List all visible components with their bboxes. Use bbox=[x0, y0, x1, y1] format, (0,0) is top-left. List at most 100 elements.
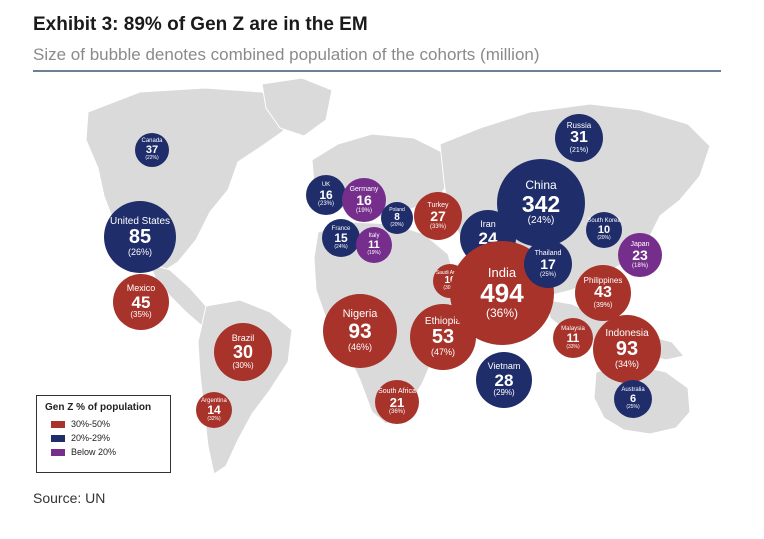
country-name: Brazil bbox=[231, 332, 255, 343]
country-value: 6 bbox=[629, 392, 637, 405]
country-name: Turkey bbox=[427, 201, 449, 209]
country-percent: (25%) bbox=[626, 404, 640, 411]
bubble-turkey: Turkey 27 (33%) bbox=[414, 192, 462, 240]
country-percent: (33%) bbox=[429, 223, 446, 230]
country-name: Germany bbox=[349, 185, 379, 193]
country-value: 21 bbox=[389, 394, 405, 410]
country-percent: (22%) bbox=[145, 155, 159, 162]
country-value: 16 bbox=[319, 187, 333, 202]
legend-item: 20%-29% bbox=[45, 433, 162, 443]
bubble-thailand: Thailand 17 (25%) bbox=[524, 240, 572, 288]
bubble-australia: Australia 6 (25%) bbox=[614, 380, 652, 418]
country-value: 11 bbox=[566, 331, 580, 346]
country-name: Mexico bbox=[126, 283, 156, 294]
bubble-ethiopia: Ethiopia 53 (47%) bbox=[410, 304, 476, 370]
country-value: 10 bbox=[597, 223, 611, 236]
country-percent: (20%) bbox=[390, 222, 404, 229]
legend-label: 20%-29% bbox=[71, 433, 111, 443]
legend-item: 30%-50% bbox=[45, 419, 162, 429]
country-name: Indonesia bbox=[605, 327, 649, 339]
country-percent: (20%) bbox=[597, 235, 611, 242]
country-percent: (47%) bbox=[430, 347, 455, 358]
bubble-china: China 342 (24%) bbox=[497, 159, 585, 247]
legend: Gen Z % of population 30%-50% 20%-29% Be… bbox=[36, 395, 171, 473]
country-value: 23 bbox=[632, 247, 648, 264]
country-name: Philippines bbox=[583, 275, 623, 285]
country-value: 14 bbox=[207, 403, 221, 418]
greenland-landmass bbox=[261, 77, 333, 137]
country-percent: (19%) bbox=[367, 250, 381, 257]
bubble-uk: UK 16 (23%) bbox=[306, 175, 346, 215]
legend-swatch-mid bbox=[51, 434, 65, 442]
country-name: Argentina bbox=[201, 397, 227, 404]
country-percent: (19%) bbox=[355, 207, 372, 214]
country-name: Iran bbox=[480, 219, 496, 230]
country-value: 15 bbox=[334, 231, 348, 246]
country-value: 53 bbox=[431, 326, 455, 349]
country-value: 16 bbox=[356, 192, 372, 209]
bubble-indonesia: Indonesia 93 (34%) bbox=[593, 315, 661, 383]
country-name: Canada bbox=[141, 138, 163, 145]
bubble-south-africa: South Africa 21 (36%) bbox=[375, 380, 419, 424]
country-name: Nigeria bbox=[342, 308, 378, 321]
bubble-philippines: Philippines 43 (39%) bbox=[575, 265, 631, 321]
bubble-japan: Japan 23 (18%) bbox=[618, 233, 662, 277]
country-percent: (21%) bbox=[569, 146, 589, 154]
country-percent: (32%) bbox=[207, 415, 221, 422]
country-value: 93 bbox=[615, 338, 639, 361]
country-value: 37 bbox=[145, 143, 159, 156]
legend-label: Below 20% bbox=[71, 447, 117, 457]
country-name: India bbox=[487, 265, 517, 281]
bubble-germany: Germany 16 (19%) bbox=[342, 178, 386, 222]
legend-item: Below 20% bbox=[45, 447, 162, 457]
bubble-mexico: Mexico 45 (35%) bbox=[113, 274, 169, 330]
title-divider bbox=[33, 70, 721, 72]
bubble-malaysia: Malaysia 11 (33%) bbox=[553, 318, 593, 358]
country-percent: (36%) bbox=[388, 409, 405, 416]
country-percent: (23%) bbox=[317, 201, 334, 208]
legend-swatch-low bbox=[51, 448, 65, 456]
country-percent: (24%) bbox=[527, 215, 555, 227]
country-percent: (33%) bbox=[566, 343, 580, 350]
country-percent: (29%) bbox=[493, 388, 515, 398]
source-note: Source: UN bbox=[33, 490, 106, 506]
country-percent: (36%) bbox=[485, 306, 518, 321]
bubble-south-korea: South Korea 10 (20%) bbox=[586, 212, 622, 248]
legend-swatch-high bbox=[51, 420, 65, 428]
country-name: Italy bbox=[368, 233, 380, 240]
country-name: UK bbox=[321, 182, 331, 189]
country-name: Thailand bbox=[534, 249, 562, 257]
legend-label: 30%-50% bbox=[71, 419, 111, 429]
legend-title: Gen Z % of population bbox=[45, 402, 152, 413]
country-value: 30 bbox=[232, 342, 254, 363]
bubble-nigeria: Nigeria 93 (46%) bbox=[323, 294, 397, 368]
country-name: Australia bbox=[621, 387, 645, 394]
country-percent: (30%) bbox=[232, 360, 254, 370]
country-percent: (46%) bbox=[347, 342, 372, 353]
bubble-canada: Canada 37 (22%) bbox=[135, 133, 169, 167]
country-value: 494 bbox=[480, 277, 524, 308]
country-percent: (39%) bbox=[593, 301, 613, 309]
bubble-brazil: Brazil 30 (30%) bbox=[214, 323, 272, 381]
country-value: 93 bbox=[348, 320, 372, 344]
bubble-italy: Italy 11 (19%) bbox=[356, 227, 392, 263]
country-value: 85 bbox=[128, 226, 152, 249]
country-percent: (35%) bbox=[130, 310, 152, 320]
country-value: 8 bbox=[394, 211, 400, 223]
country-name: Russia bbox=[566, 120, 592, 130]
country-name: Japan bbox=[630, 240, 650, 248]
country-percent: (24%) bbox=[334, 243, 348, 250]
country-value: 31 bbox=[570, 129, 588, 147]
country-value: 342 bbox=[521, 190, 561, 217]
country-percent: (26%) bbox=[127, 247, 152, 258]
country-name: Ethiopia bbox=[424, 315, 462, 327]
bubble-united-states: United States 85 (26%) bbox=[104, 201, 176, 273]
country-value: 45 bbox=[131, 292, 151, 312]
country-name: South Korea bbox=[587, 218, 621, 225]
chart-title: Exhibit 3: 89% of Gen Z are in the EM bbox=[33, 14, 368, 35]
bubble-poland: Poland 8 (20%) bbox=[381, 202, 413, 234]
country-value: 28 bbox=[494, 370, 514, 390]
country-value: 27 bbox=[430, 208, 446, 225]
country-name: Saudi Arabia bbox=[435, 269, 465, 276]
country-percent: (34%) bbox=[614, 359, 639, 370]
